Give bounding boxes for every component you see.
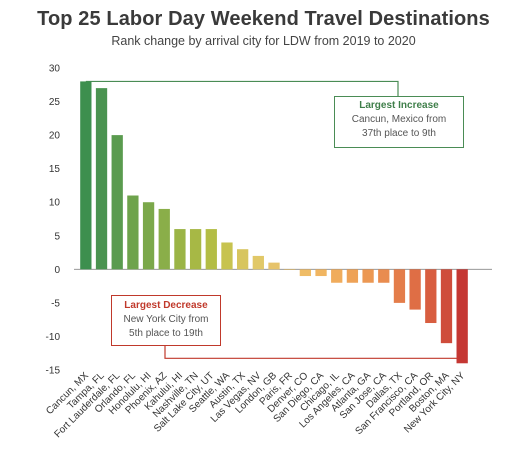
bar — [315, 269, 327, 277]
largest-increase-title: Largest Increase — [359, 100, 439, 111]
bar — [189, 229, 202, 270]
bar — [158, 208, 170, 270]
largest-increase-annotation: Largest Increase Cancun, Mexico from 37t… — [334, 96, 464, 148]
y-tick-label: 10 — [49, 198, 61, 209]
y-tick-label: -5 — [51, 298, 60, 309]
bar — [252, 255, 264, 270]
largest-decrease-annotation: Largest Decrease New York City from 5th … — [111, 295, 221, 346]
bar — [142, 202, 155, 270]
bar — [331, 269, 343, 283]
y-tick-label: 20 — [49, 131, 61, 142]
bar — [95, 88, 108, 270]
largest-decrease-title: Largest Decrease — [124, 300, 208, 311]
largest-increase-line-1: Cancun, Mexico from — [351, 114, 447, 125]
bar — [111, 135, 123, 270]
largest-decrease-line-1: New York City from — [123, 314, 209, 325]
bar — [174, 229, 186, 270]
y-tick-label: 25 — [49, 97, 61, 108]
chart-subtitle: Rank change by arrival city for LDW from… — [111, 34, 416, 48]
bar — [393, 269, 406, 303]
bar — [127, 195, 139, 270]
y-tick-label: -10 — [46, 332, 61, 343]
bar — [456, 269, 468, 364]
bar — [362, 269, 374, 283]
chart-title: Top 25 Labor Day Weekend Travel Destinat… — [37, 8, 490, 30]
bar — [409, 269, 421, 310]
bar — [378, 269, 390, 283]
bar — [284, 269, 296, 270]
largest-decrease-line-2: 5th place to 19th — [129, 328, 203, 339]
bar — [346, 269, 359, 283]
bar — [221, 242, 233, 270]
y-tick-label: 0 — [54, 265, 60, 276]
decrease-connector — [164, 343, 463, 359]
bar — [268, 262, 280, 270]
bar — [205, 229, 217, 270]
largest-increase-line-2: 37th place to 9th — [362, 128, 436, 139]
bar — [299, 269, 312, 277]
bar-layer — [80, 81, 468, 364]
bar — [425, 269, 437, 324]
axis-layer: 30 25 20 15 10 5 0 -5 -10 -15 — [46, 64, 492, 377]
increase-connector — [85, 80, 399, 97]
y-tick-label: 15 — [49, 164, 61, 175]
bar — [440, 269, 453, 344]
y-tick-label: -15 — [46, 366, 61, 377]
y-tick-label: 30 — [49, 64, 61, 75]
bar — [237, 249, 249, 270]
y-tick-label: 5 — [54, 231, 60, 242]
bar — [80, 81, 92, 270]
